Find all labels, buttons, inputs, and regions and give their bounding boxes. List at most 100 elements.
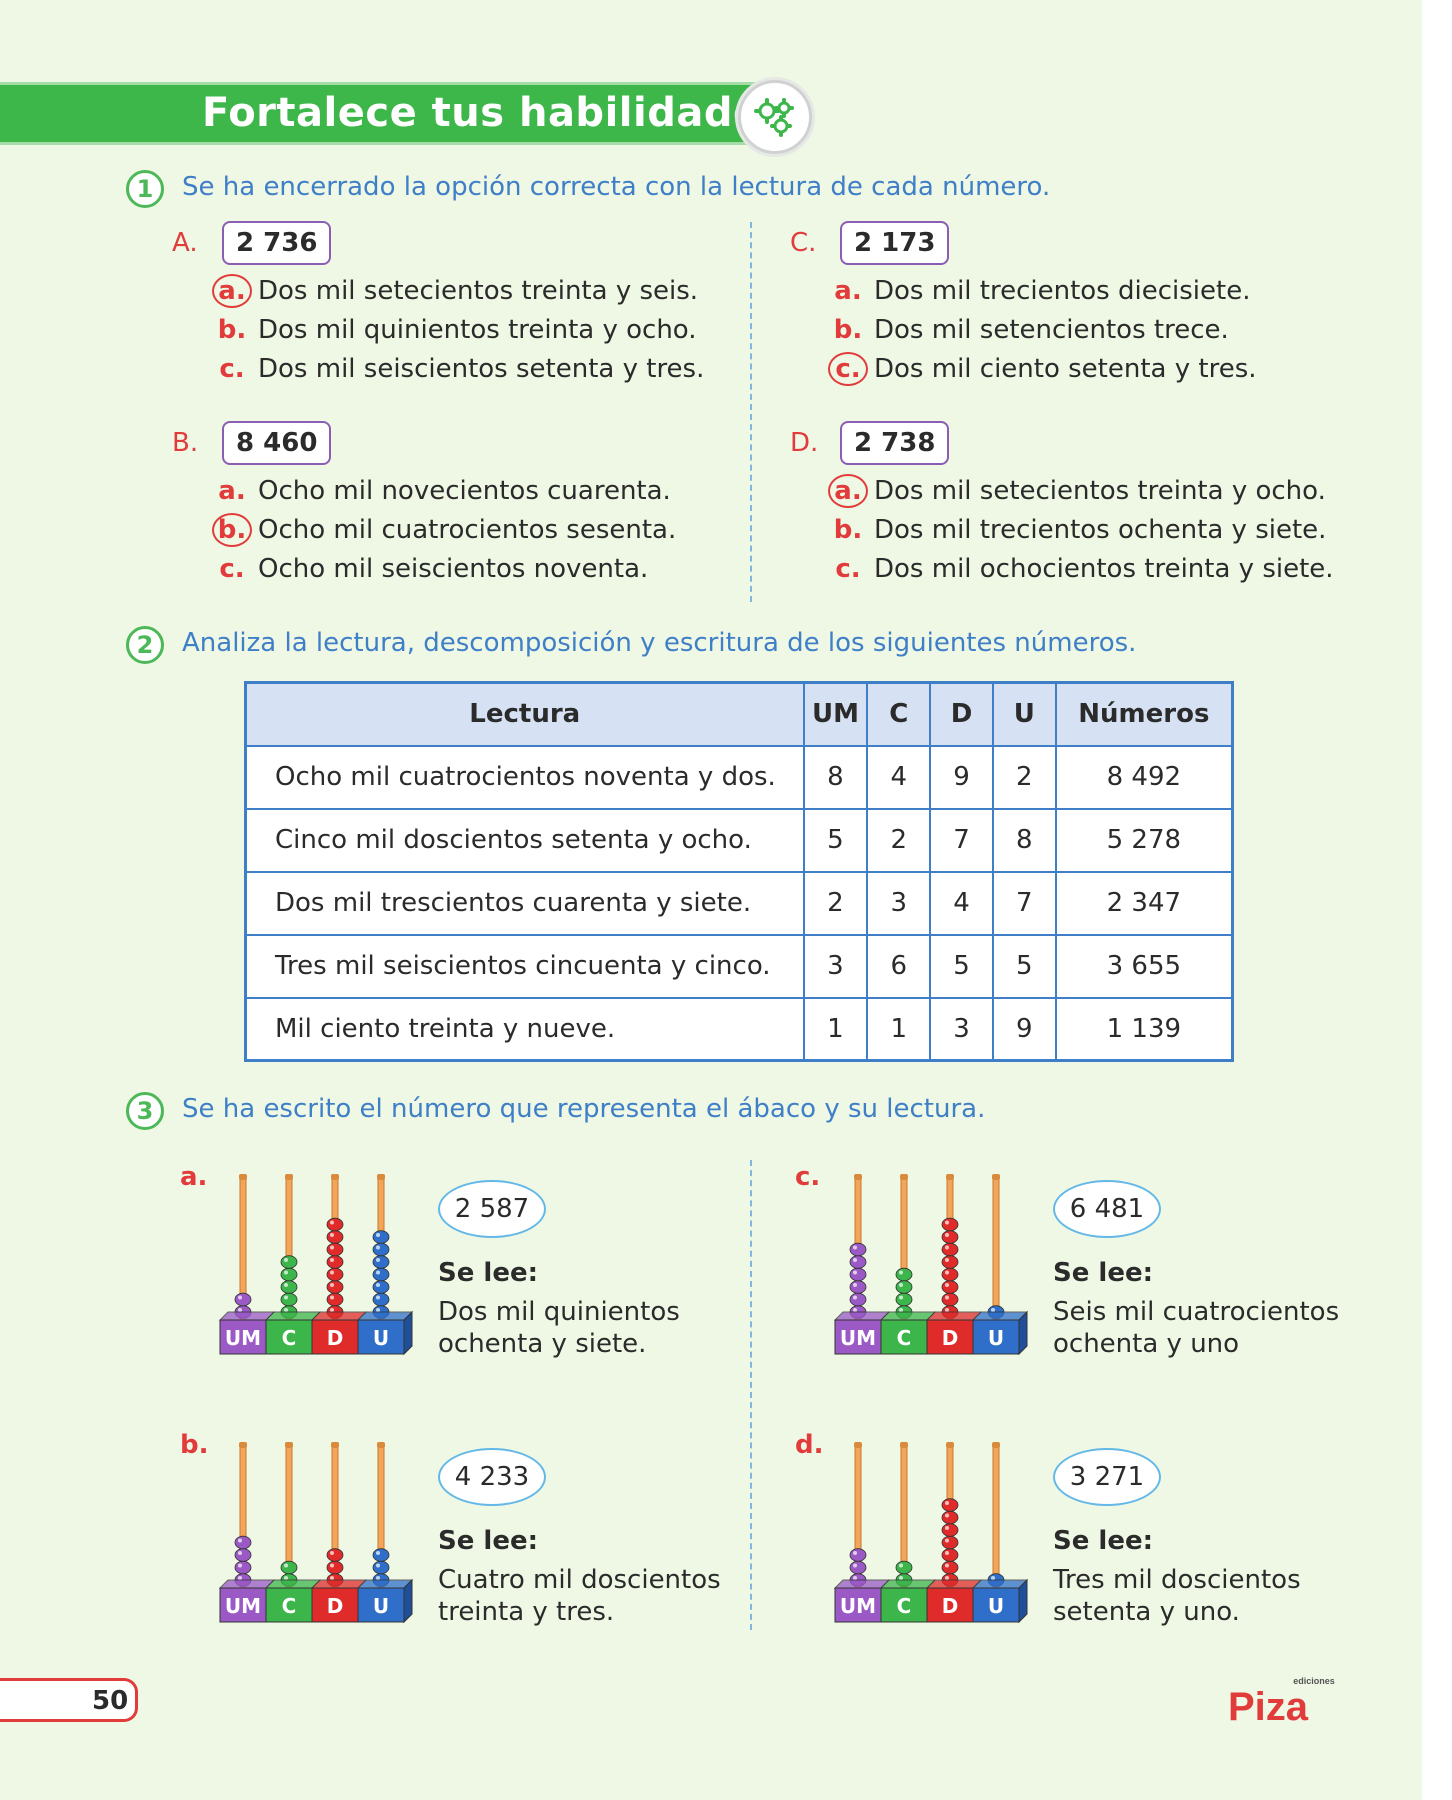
- abacus-bead-highlight: [853, 1576, 857, 1580]
- publisher-logo: ediciones Piza: [1228, 1676, 1335, 1729]
- number-reading: Dos mil quinientos ochenta y siete.: [438, 1297, 680, 1359]
- option-text: Dos mil trecientos diecisiete.: [874, 276, 1251, 306]
- cell-u: 9: [991, 996, 1057, 1062]
- abacus-place-label: U: [373, 1594, 389, 1618]
- abacus-bead-highlight: [376, 1270, 380, 1275]
- abacus-base-top: [879, 1311, 937, 1321]
- abacus-place-label: D: [942, 1594, 959, 1618]
- header-d: D: [929, 681, 994, 747]
- number-reading: Seis mil cuatrocientos ochenta y uno: [1053, 1297, 1340, 1359]
- option-row: b. Dos mil quinientos treinta y ocho.: [212, 313, 697, 347]
- number-bubble: 2 587: [438, 1180, 546, 1238]
- abacus-bead: [372, 1255, 390, 1269]
- abacus-bead-highlight: [945, 1220, 949, 1225]
- abacus-place-label: D: [327, 1326, 344, 1350]
- abacus-rod-cap: [992, 1442, 1000, 1448]
- abacus-rod: [992, 1445, 1000, 1591]
- abacus-bead: [941, 1510, 959, 1525]
- abacus-bead-highlight: [945, 1551, 949, 1555]
- table-row: Tres mil seiscientos cincuenta y cinco. …: [244, 933, 1234, 999]
- abacus-bead-highlight: [376, 1576, 380, 1580]
- cell-um: 8: [802, 744, 869, 810]
- abacus-bead-highlight: [238, 1563, 242, 1568]
- abacus-bead-highlight: [853, 1551, 857, 1555]
- abacus-base-block: [265, 1587, 313, 1623]
- title-banner: [0, 82, 760, 145]
- abacus-bead: [941, 1523, 959, 1537]
- abacus-place-label: UM: [840, 1326, 876, 1350]
- page-number: 50: [92, 1686, 129, 1716]
- option-row: a. Dos mil setecientos treinta y ocho.: [828, 474, 1326, 508]
- abacus-bead-highlight: [376, 1283, 380, 1287]
- abacus-bead-highlight: [945, 1283, 949, 1287]
- abacus-bead-highlight: [945, 1513, 949, 1518]
- abacus-bead: [941, 1560, 959, 1575]
- abacus-bead-highlight: [376, 1245, 380, 1250]
- abacus-bead: [280, 1560, 298, 1575]
- abacus-bead-highlight: [991, 1308, 995, 1312]
- abacus-bead-highlight: [945, 1308, 949, 1312]
- abacus-bead: [326, 1560, 344, 1575]
- abacus-base-block: [219, 1319, 267, 1355]
- abacus: UM C D U: [833, 1442, 1029, 1624]
- abacus-place-label: C: [282, 1594, 297, 1618]
- abacus-bead: [372, 1292, 390, 1307]
- cell-numero: 8 492: [1054, 744, 1234, 810]
- abacus-bead-highlight: [853, 1258, 857, 1262]
- abacus-item-label: a.: [180, 1162, 208, 1192]
- abacus-base-top: [264, 1311, 322, 1321]
- group-number-box: 2 736: [222, 221, 332, 265]
- abacus-bead-highlight: [945, 1233, 949, 1237]
- cell-lectura: Cinco mil doscientos setenta y ocho.: [244, 807, 805, 873]
- abacus-bead: [941, 1535, 959, 1550]
- page-title: Fortalece tus habilidades: [202, 90, 785, 136]
- page-number-tab: [0, 1678, 138, 1722]
- abacus-base-top: [310, 1311, 368, 1321]
- abacus-bead: [326, 1280, 344, 1294]
- abacus-bead: [280, 1292, 298, 1307]
- abacus-bead-highlight: [330, 1308, 334, 1312]
- abacus-bead: [326, 1242, 344, 1257]
- abacus-base-top: [356, 1579, 414, 1589]
- abacus: UM C D U: [218, 1442, 414, 1624]
- abacus-base-side: [1018, 1578, 1028, 1624]
- cell-c: 6: [866, 933, 932, 999]
- cell-d: 5: [929, 933, 994, 999]
- option-letter: b.: [833, 315, 863, 345]
- cell-d: 9: [929, 744, 994, 810]
- abacus-item-label: d.: [795, 1430, 824, 1460]
- abacus-base-top: [833, 1579, 891, 1589]
- abacus-bead-highlight: [945, 1563, 949, 1568]
- option-letter-circled: c.: [828, 352, 868, 386]
- abacus-bead-highlight: [945, 1576, 949, 1580]
- abacus-rod-cap: [239, 1174, 247, 1180]
- table-row: Dos mil trescientos cuarenta y siete. 2 …: [244, 870, 1234, 936]
- group-letter: C.: [790, 228, 817, 258]
- abacus-bead-highlight: [899, 1270, 903, 1275]
- group-letter: A.: [172, 228, 198, 258]
- option-row: a. Ocho mil novecientos cuarenta.: [212, 474, 671, 508]
- se-lee-label: Se lee:: [1053, 1526, 1153, 1556]
- option-text: Ocho mil novecientos cuarenta.: [258, 476, 671, 506]
- abacus-place-label: C: [897, 1594, 912, 1618]
- abacus-bead: [326, 1255, 344, 1269]
- table-row: Mil ciento treinta y nueve. 1 1 3 9 1 13…: [244, 996, 1234, 1062]
- logo-small-text: ediciones: [1293, 1676, 1335, 1686]
- abacus-bead-highlight: [991, 1576, 995, 1580]
- cell-numero: 1 139: [1054, 996, 1234, 1062]
- option-letter: a.: [834, 276, 862, 306]
- abacus-place-label: U: [988, 1594, 1004, 1618]
- abacus-bead: [372, 1267, 390, 1282]
- abacus-bead-highlight: [945, 1538, 949, 1543]
- option-row: b. Dos mil trecientos ochenta y siete.: [828, 513, 1327, 547]
- se-lee-label: Se lee:: [438, 1526, 538, 1556]
- abacus-place-label: C: [897, 1326, 912, 1350]
- abacus-bead-highlight: [238, 1308, 242, 1312]
- group-number-box: 2 738: [840, 421, 950, 465]
- abacus-rod-cap: [331, 1442, 339, 1448]
- gears-icon: [738, 80, 812, 154]
- abacus-bead-highlight: [330, 1245, 334, 1250]
- abacus-place-label: U: [988, 1326, 1004, 1350]
- abacus-bead-highlight: [945, 1258, 949, 1262]
- cell-lectura: Mil ciento treinta y nueve.: [244, 996, 805, 1062]
